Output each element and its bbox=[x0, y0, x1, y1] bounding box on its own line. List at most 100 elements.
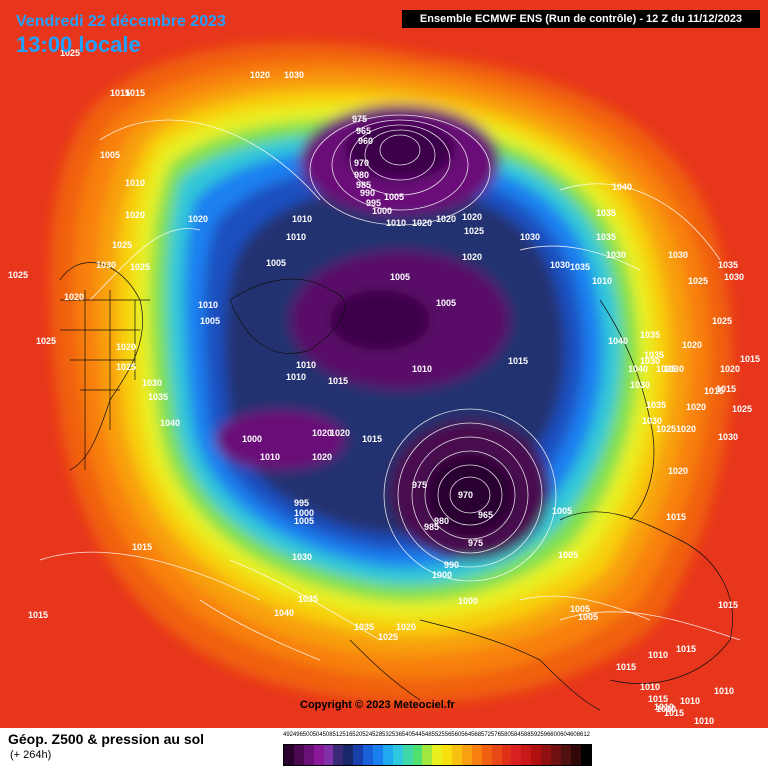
scale-label: 540 bbox=[401, 732, 412, 738]
pressure-label: 975 bbox=[468, 538, 483, 548]
pressure-label: 1005 bbox=[384, 192, 404, 202]
pressure-label: 1010 bbox=[286, 232, 306, 242]
pressure-label: 1030 bbox=[718, 432, 738, 442]
scale-swatch bbox=[462, 745, 472, 765]
pressure-label: 1040 bbox=[274, 608, 294, 618]
pressure-label: 1010 bbox=[714, 686, 734, 696]
pressure-label: 1010 bbox=[386, 218, 406, 228]
pressure-label: 1030 bbox=[724, 272, 744, 282]
pressure-label: 1035 bbox=[718, 260, 738, 270]
scale-label: 596 bbox=[540, 732, 551, 738]
scale-swatch bbox=[373, 745, 383, 765]
scale-swatch bbox=[481, 745, 492, 765]
pressure-label: 1005 bbox=[390, 272, 410, 282]
pressure-label: 1020 bbox=[330, 428, 350, 438]
pressure-label: 1010 bbox=[286, 372, 306, 382]
pressure-label: 1015 bbox=[676, 644, 696, 654]
pressure-label: 1020 bbox=[686, 402, 706, 412]
pressure-label: 1010 bbox=[654, 702, 674, 712]
scale-swatch bbox=[422, 745, 433, 765]
pressure-label: 1025 bbox=[688, 276, 708, 286]
scale-swatch bbox=[392, 745, 403, 765]
pressure-label: 1000 bbox=[294, 508, 314, 518]
pressure-label: 1005 bbox=[570, 604, 590, 614]
pressure-label: 1005 bbox=[100, 150, 120, 160]
pressure-label: 1035 bbox=[354, 622, 374, 632]
pressure-label: 1035 bbox=[298, 594, 318, 604]
pressure-label: 1035 bbox=[570, 262, 590, 272]
pressure-label: 1020 bbox=[116, 342, 136, 352]
scale-swatch bbox=[432, 745, 443, 765]
scale-swatch bbox=[452, 745, 463, 765]
pressure-label: 995 bbox=[294, 498, 309, 508]
footer-title: Géop. Z500 & pression au sol bbox=[8, 731, 205, 747]
color-scale-bar bbox=[283, 744, 592, 766]
pressure-label: 975 bbox=[412, 480, 427, 490]
pressure-label: 1030 bbox=[664, 364, 684, 374]
pressure-label: 1025 bbox=[36, 336, 56, 346]
scale-swatch bbox=[323, 745, 334, 765]
pressure-label: 1000 bbox=[372, 206, 392, 216]
pressure-label: 1010 bbox=[640, 682, 660, 692]
pressure-label: 1035 bbox=[148, 392, 168, 402]
pressure-label: 1020 bbox=[188, 214, 208, 224]
pressure-label: 1020 bbox=[676, 424, 696, 434]
pressure-label: 970 bbox=[458, 490, 473, 500]
pressure-label: 1015 bbox=[704, 386, 724, 396]
pressure-label: 1030 bbox=[630, 380, 650, 390]
pressure-label: 1005 bbox=[552, 506, 572, 516]
scale-label: 508 bbox=[322, 732, 333, 738]
scale-swatch bbox=[560, 745, 571, 765]
pressure-label: 1025 bbox=[116, 362, 136, 372]
pressure-label: 1025 bbox=[130, 262, 150, 272]
pressure-label: 980 bbox=[434, 516, 449, 526]
scale-label: 592 bbox=[530, 732, 541, 738]
scale-swatch bbox=[541, 745, 552, 765]
pressure-label: 1040 bbox=[608, 336, 628, 346]
scale-swatch bbox=[580, 745, 591, 765]
pressure-label: 1035 bbox=[596, 208, 616, 218]
pressure-label: 1030 bbox=[606, 250, 626, 260]
pressure-label: 995 bbox=[366, 198, 381, 208]
scale-label: 584 bbox=[510, 732, 521, 738]
scale-label: 520 bbox=[352, 732, 363, 738]
pressure-label: 1000 bbox=[242, 434, 262, 444]
scale-swatch bbox=[442, 745, 453, 765]
pressure-label: 1025 bbox=[464, 226, 484, 236]
scale-swatch bbox=[284, 745, 294, 765]
pressure-label: 1015 bbox=[328, 376, 348, 386]
scale-swatch bbox=[570, 745, 581, 765]
pressure-label: 1020 bbox=[396, 622, 416, 632]
pressure-label: 1025 bbox=[378, 632, 398, 642]
scale-swatch bbox=[313, 745, 324, 765]
pressure-label: 1015 bbox=[664, 708, 684, 718]
pressure-label: 1030 bbox=[96, 260, 116, 270]
scale-swatch bbox=[303, 745, 314, 765]
pressure-label: 1020 bbox=[312, 428, 332, 438]
pressure-label: 1030 bbox=[142, 378, 162, 388]
pressure-label: 1015 bbox=[648, 694, 668, 704]
scale-label: 556 bbox=[441, 732, 452, 738]
footer: Géop. Z500 & pression au sol (+ 264h) 49… bbox=[0, 728, 768, 768]
pressure-label: 1020 bbox=[462, 212, 482, 222]
pressure-label: 1010 bbox=[680, 696, 700, 706]
pressure-label: 1030 bbox=[668, 250, 688, 260]
pressure-label: 1010 bbox=[648, 650, 668, 660]
scale-label: 548 bbox=[421, 732, 432, 738]
scale-label: 528 bbox=[372, 732, 383, 738]
pressure-label: 985 bbox=[424, 522, 439, 532]
scale-label: 496 bbox=[292, 732, 303, 738]
pressure-label: 1040 bbox=[160, 418, 180, 428]
pressure-label: 960 bbox=[358, 136, 373, 146]
scale-label: 532 bbox=[382, 732, 393, 738]
pressure-label: 1025 bbox=[60, 48, 80, 58]
pressure-label: 1030 bbox=[520, 232, 540, 242]
pressure-label: 1035 bbox=[596, 232, 616, 242]
footer-subtitle: (+ 264h) bbox=[10, 749, 52, 761]
pressure-label: 1035 bbox=[646, 400, 666, 410]
valid-time: 13:00 locale bbox=[16, 32, 141, 57]
pressure-label: 1015 bbox=[666, 512, 686, 522]
pressure-label: 1015 bbox=[508, 356, 528, 366]
pressure-label: 965 bbox=[478, 510, 493, 520]
